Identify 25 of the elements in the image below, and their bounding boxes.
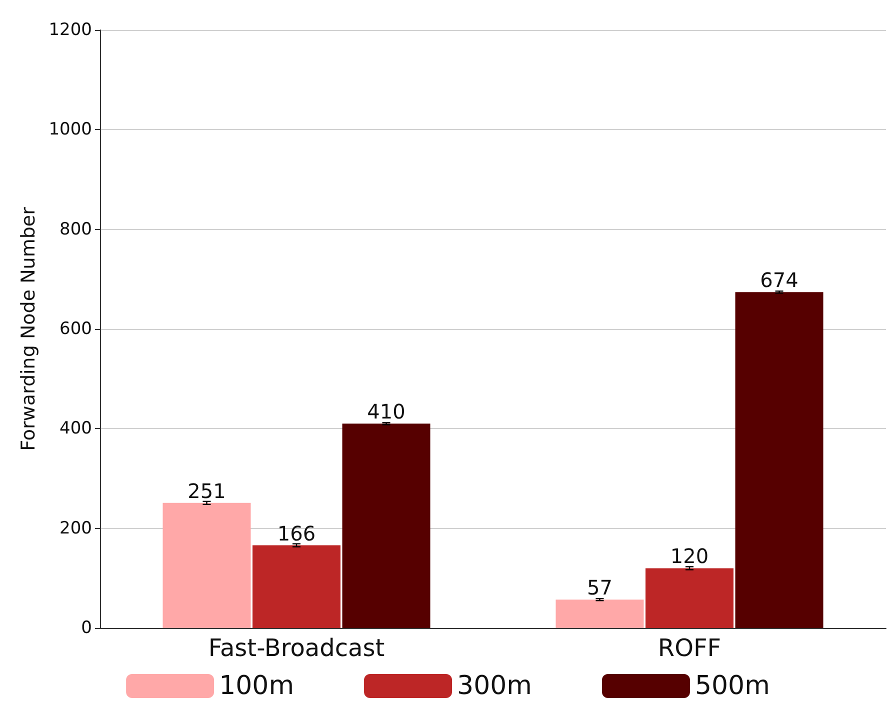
bar xyxy=(556,600,644,628)
legend-label: 100m xyxy=(219,671,294,701)
bar xyxy=(252,545,340,628)
y-tick-label: 1000 xyxy=(48,120,92,140)
bar xyxy=(735,292,824,628)
data-label: 120 xyxy=(670,544,709,568)
y-tick-label: 800 xyxy=(60,219,92,240)
bar xyxy=(342,424,430,628)
legend-label: 500m xyxy=(694,671,770,701)
legend-label: 300m xyxy=(457,671,532,701)
y-tick-label: 600 xyxy=(60,319,92,339)
data-label: 410 xyxy=(367,400,406,424)
y-tick-label: 200 xyxy=(60,518,92,538)
data-label: 166 xyxy=(277,521,316,546)
bar xyxy=(646,568,734,628)
x-tick-label: ROFF xyxy=(658,634,722,662)
x-tick-label: Fast-Broadcast xyxy=(208,634,385,662)
data-label: 674 xyxy=(760,268,798,292)
y-axis-title: Forwarding Node Number xyxy=(17,206,40,451)
data-label: 57 xyxy=(587,576,612,600)
y-tick-label: 0 xyxy=(81,618,92,638)
data-label: 251 xyxy=(188,478,226,503)
bar xyxy=(162,502,251,628)
y-tick-label: 400 xyxy=(60,418,92,439)
y-tick-label: 1200 xyxy=(48,20,92,40)
